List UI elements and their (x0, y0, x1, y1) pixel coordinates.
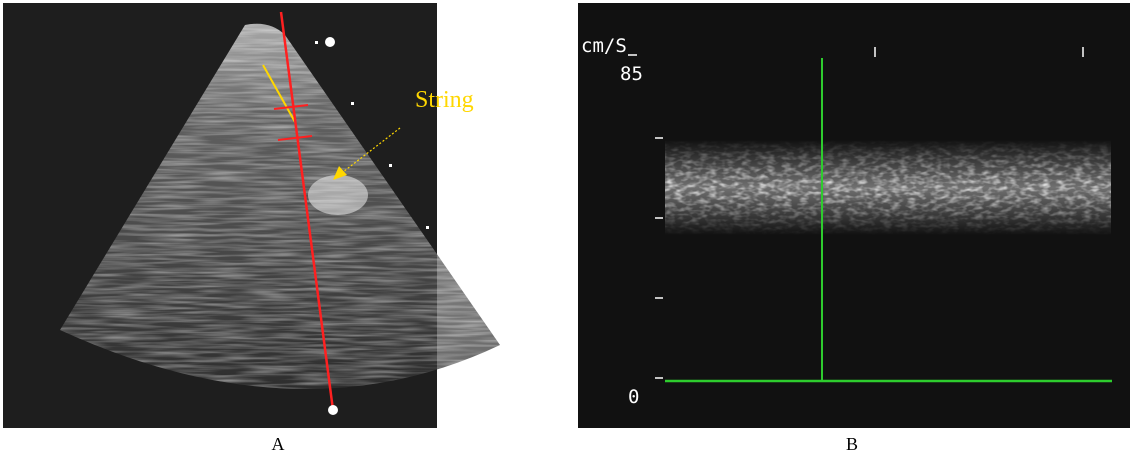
caption-b: B (846, 434, 858, 454)
panel-b: cm/S 85 0 (578, 3, 1130, 428)
figure: String A cm/S 85 0 B (0, 0, 1133, 457)
probe-dot (328, 405, 338, 415)
echo-bright-spot (308, 175, 368, 215)
spectrum-texture (665, 140, 1111, 235)
caption-a: A (272, 434, 285, 454)
scale-bottom-label: 0 (628, 386, 639, 408)
unit-label: cm/S (581, 35, 627, 57)
page: String A cm/S 85 0 B (() => { const data… (0, 0, 1133, 457)
scale-top-label: 85 (620, 63, 643, 85)
panel-a: String (3, 3, 503, 428)
scale-dot (325, 37, 335, 47)
annotation-text: String (415, 87, 474, 113)
